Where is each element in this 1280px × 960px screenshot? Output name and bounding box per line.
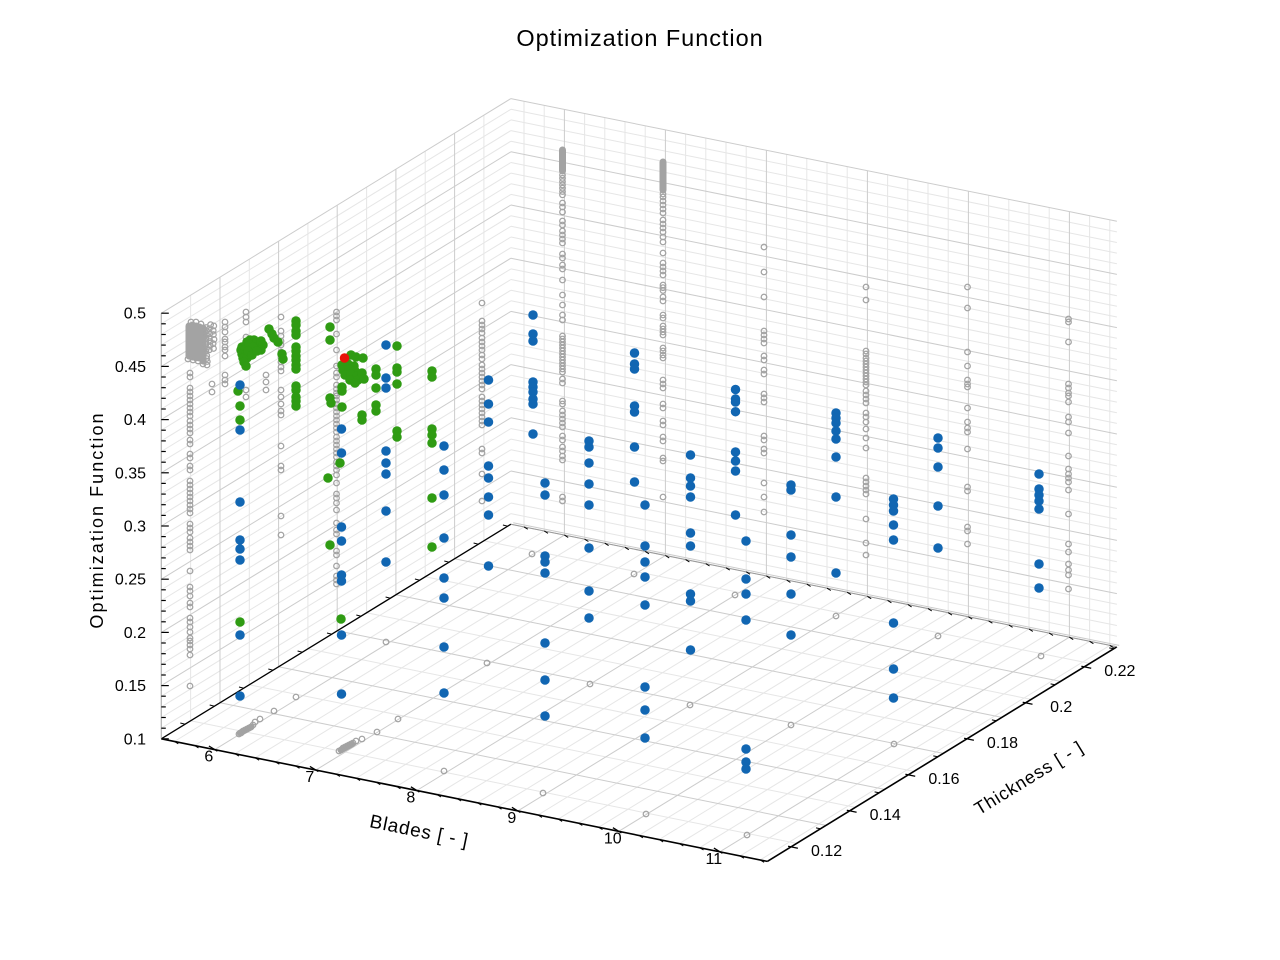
svg-text:0.12: 0.12	[811, 843, 842, 860]
svg-text:10: 10	[604, 830, 622, 847]
svg-text:0.35: 0.35	[115, 465, 146, 482]
svg-text:0.25: 0.25	[115, 572, 146, 589]
svg-text:0.4: 0.4	[124, 412, 146, 429]
svg-text:9: 9	[507, 810, 516, 827]
svg-text:0.2: 0.2	[1050, 699, 1072, 716]
svg-text:0.16: 0.16	[928, 771, 959, 788]
svg-text:0.18: 0.18	[987, 735, 1018, 752]
svg-text:0.22: 0.22	[1104, 663, 1135, 680]
svg-text:0.2: 0.2	[124, 625, 146, 642]
svg-text:0.5: 0.5	[124, 306, 146, 323]
svg-text:0.3: 0.3	[124, 519, 146, 536]
svg-text:6: 6	[204, 749, 213, 766]
svg-text:Optimization Function: Optimization Function	[87, 411, 107, 628]
svg-text:0.15: 0.15	[115, 678, 146, 695]
svg-text:8: 8	[406, 790, 415, 807]
svg-text:0.14: 0.14	[870, 807, 901, 824]
svg-text:0.1: 0.1	[124, 731, 146, 748]
svg-text:11: 11	[705, 851, 722, 868]
svg-text:Optimization Function: Optimization Function	[516, 25, 763, 51]
svg-text:7: 7	[305, 769, 314, 786]
svg-text:0.45: 0.45	[115, 359, 146, 376]
